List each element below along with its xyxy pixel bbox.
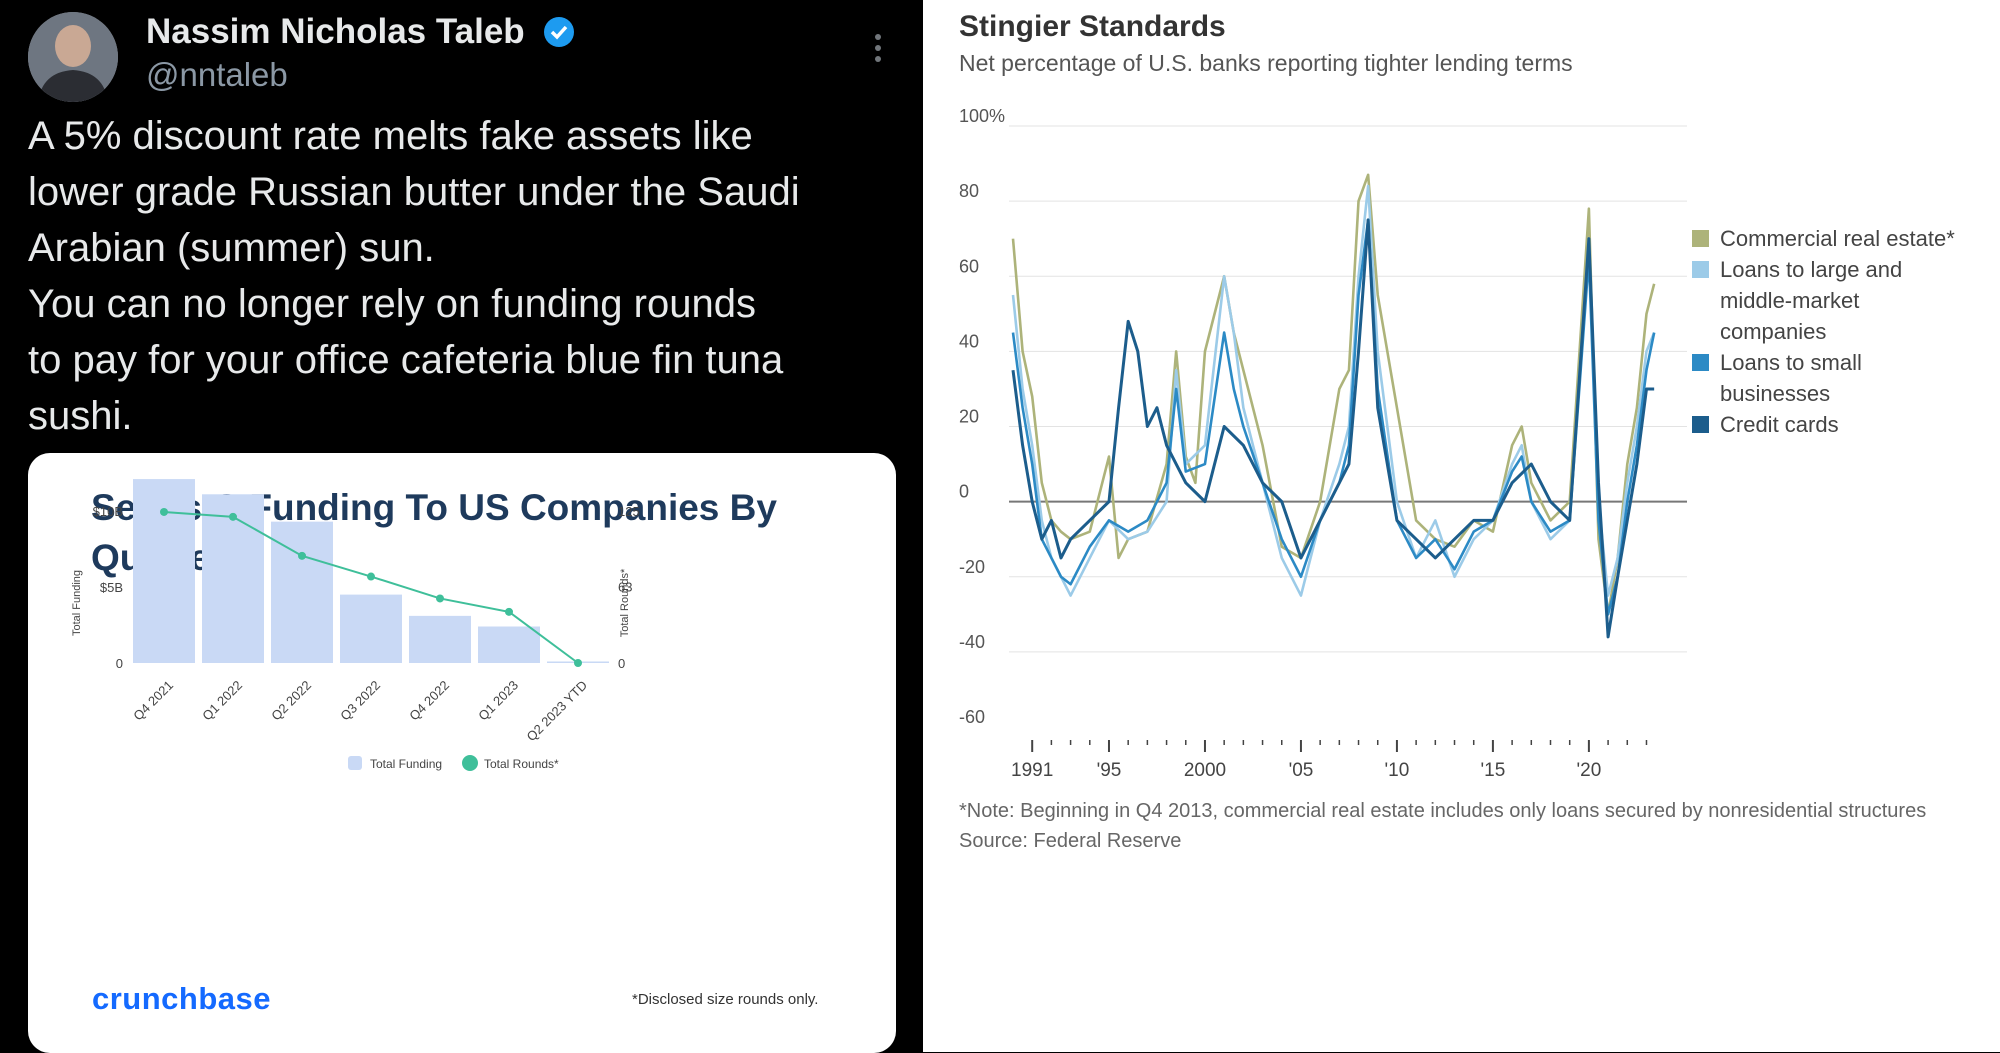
- attached-image-card[interactable]: Series C Funding To US Companies By Quar…: [28, 453, 896, 1053]
- x-axis-tick-label: '20: [1577, 760, 1602, 781]
- fed-chart-title: Stingier Standards: [959, 10, 1226, 43]
- rounds-point: [229, 512, 237, 521]
- fed-chart-note: *Note: Beginning in Q4 2013, commercial …: [959, 800, 1927, 822]
- left-axis-label: Total Funding: [71, 570, 83, 636]
- y-axis-tick-label: 100%: [959, 106, 1005, 126]
- series-line: [1011, 184, 1656, 597]
- rounds-point: [436, 594, 444, 603]
- category-tick-label: Q3 2022: [337, 678, 383, 724]
- category-tick-label: Q1 2022: [199, 678, 245, 724]
- legend-rounds-swatch: [462, 755, 478, 771]
- y-axis-tick-label: -40: [959, 632, 985, 652]
- funding-bar: [478, 626, 540, 663]
- crunchbase-footnote: *Disclosed size rounds only.: [632, 991, 819, 1008]
- right-axis-tick: 0: [618, 656, 625, 671]
- funding-bar: [202, 494, 264, 663]
- tweet-text-line: to pay for your office cafeteria blue fi…: [28, 338, 784, 382]
- y-axis-tick-label: 0: [959, 482, 969, 502]
- right-axis-label: Total Rounds*: [619, 568, 631, 637]
- series-line: [1011, 218, 1655, 639]
- y-axis-tick-label: -20: [959, 557, 985, 577]
- y-axis-tick-label: -60: [959, 707, 985, 727]
- y-axis-tick-label: 40: [959, 331, 979, 351]
- category-tick-label: Q2 2023 YTD: [523, 678, 590, 745]
- x-axis-tick-label: '05: [1289, 760, 1314, 781]
- legend-label: Loans to small businesses: [1720, 350, 1862, 406]
- tweet-text-line: lower grade Russian butter under the Sau…: [28, 170, 800, 214]
- rounds-point: [160, 507, 168, 516]
- category-tick-label: Q4 2021: [130, 678, 176, 724]
- legend-label: Loans to large and middle-market companies: [1720, 257, 1902, 344]
- rounds-point: [574, 659, 582, 667]
- rounds-point: [298, 551, 306, 560]
- category-tick-label: Q4 2022: [406, 678, 452, 724]
- legend-swatch: [1692, 230, 1709, 247]
- x-axis-tick-label: 1991: [1011, 760, 1053, 781]
- series-line: [1011, 173, 1656, 616]
- x-axis-tick-label: '15: [1481, 760, 1506, 781]
- y-axis-tick-label: 60: [959, 256, 979, 276]
- left-axis-tick: $10B: [93, 504, 123, 519]
- legend-rounds-label: Total Rounds*: [484, 757, 559, 771]
- rounds-point: [367, 572, 375, 581]
- y-axis-tick-label: 80: [959, 181, 979, 201]
- funding-bar: [340, 594, 402, 663]
- author-name[interactable]: Nassim Nicholas Taleb: [146, 12, 525, 51]
- crunchbase-chart: $10B $5B 0 125 63 0 Total Funding Total Rounds*…: [71, 479, 640, 771]
- tweet-text-line: A 5% discount rate melts fake assets lik…: [28, 114, 753, 158]
- x-axis-tick-label: 2000: [1184, 760, 1226, 781]
- legend-label: Credit cards: [1720, 412, 1839, 437]
- avatar-image: [28, 12, 118, 102]
- fed-chart-source: Source: Federal Reserve: [959, 830, 1182, 852]
- rounds-point: [505, 607, 513, 616]
- funding-bar: [133, 479, 195, 663]
- tweet-text: A 5% discount rate melts fake assets lik…: [28, 108, 908, 444]
- x-axis-tick-label: '10: [1385, 760, 1410, 781]
- x-axis-tick-label: '95: [1097, 760, 1122, 781]
- tweet-text-line: You can no longer rely on funding rounds: [28, 282, 756, 326]
- legend-funding-swatch: [348, 756, 362, 770]
- fed-chart-subtitle: Net percentage of U.S. banks reporting t…: [959, 50, 1573, 76]
- funding-bar: [409, 615, 471, 663]
- legend-funding-label: Total Funding: [370, 757, 442, 771]
- tweet-text-line: Arabian (summer) sun.: [28, 226, 435, 270]
- legend-swatch: [1692, 261, 1709, 278]
- tweet-text-line: sushi.: [28, 394, 133, 438]
- legend-swatch: [1692, 416, 1709, 433]
- right-axis-tick: 63: [618, 579, 632, 594]
- left-axis-tick: 0: [116, 656, 123, 671]
- more-options-icon[interactable]: [872, 30, 884, 66]
- fed-chart-pane: Stingier Standards Net percentage of U.S…: [923, 0, 2000, 1052]
- fed-lending-chart: 100% 80 60 40 20 0 -20 -40 -60 1991 '95 2000 '05 '10 '…: [959, 106, 1955, 781]
- left-axis-tick: $5B: [100, 580, 123, 595]
- category-tick-label: Q1 2023: [475, 678, 521, 724]
- right-axis-tick: 125: [618, 504, 640, 519]
- legend-swatch: [1692, 354, 1709, 371]
- avatar[interactable]: [28, 12, 118, 102]
- author-handle[interactable]: @nntaleb: [146, 56, 288, 93]
- verified-badge-icon: [544, 17, 574, 47]
- y-axis-tick-label: 20: [959, 407, 979, 427]
- legend-label: Commercial real estate*: [1720, 226, 1955, 251]
- crunchbase-logo: crunchbase: [92, 981, 272, 1016]
- tweet-pane: Nassim Nicholas Taleb @nntaleb A 5% disc…: [0, 0, 923, 1053]
- category-tick-label: Q2 2022: [268, 678, 314, 724]
